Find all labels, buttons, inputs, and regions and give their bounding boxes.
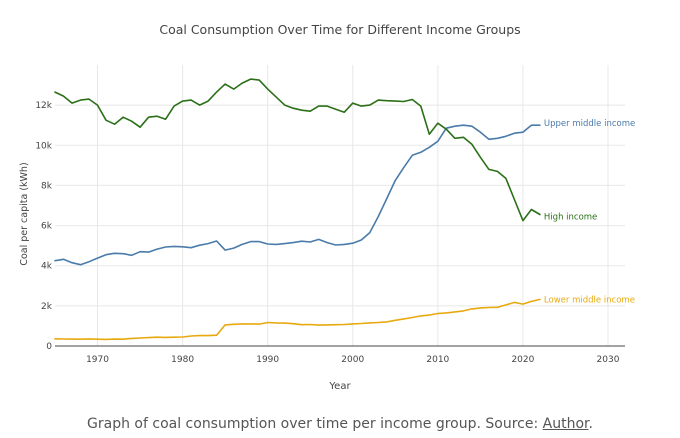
chart: Coal Consumption Over Time for Different… — [19, 22, 635, 392]
series-label-lower-middle-income: Lower middle income — [544, 295, 635, 305]
x-tick-label: 2010 — [426, 355, 449, 365]
gridlines — [55, 65, 625, 346]
series-labels: Upper middle income High income Lower midd… — [544, 119, 635, 305]
x-axis-title: Year — [328, 381, 351, 392]
series-line-lower-middle-income — [54, 298, 541, 341]
axes: 1970 1980 1990 2000 2010 2020 2030 0 2k 4k 6k 8k 10k… — [35, 101, 625, 365]
y-tick-label: 4k — [41, 262, 53, 272]
caption-text: Graph of coal consumption over time per … — [87, 416, 543, 432]
x-tick-label: 2000 — [341, 355, 364, 365]
y-tick-label: 12k — [35, 101, 52, 111]
x-tick-label: 2030 — [597, 355, 620, 365]
x-tick-label: 1980 — [171, 355, 194, 365]
author-link[interactable]: Author — [542, 416, 589, 432]
y-tick-label: 2k — [41, 302, 53, 312]
x-tick-label: 1990 — [256, 355, 279, 365]
y-tick-label: 8k — [41, 181, 53, 191]
series-line-upper-middle-income — [54, 124, 541, 266]
y-axis-title: Coal per capita (kWh) — [19, 162, 30, 265]
y-tick-label: 0 — [46, 342, 52, 352]
y-tick-label: 10k — [35, 141, 52, 151]
x-tick-label: 2020 — [511, 355, 534, 365]
series-line-high-income — [54, 78, 541, 222]
chart-title: Coal Consumption Over Time for Different… — [159, 22, 520, 37]
series-lines — [54, 78, 541, 341]
caption-end: . — [588, 416, 593, 432]
y-tick-label: 6k — [41, 222, 53, 232]
series-label-high-income: High income — [544, 213, 597, 223]
x-tick-label: 1970 — [86, 355, 109, 365]
line-chart: Coal Consumption Over Time for Different… — [19, 22, 635, 392]
series-label-upper-middle-income: Upper middle income — [544, 119, 635, 129]
figure-caption: Graph of coal consumption over time per … — [0, 416, 680, 432]
